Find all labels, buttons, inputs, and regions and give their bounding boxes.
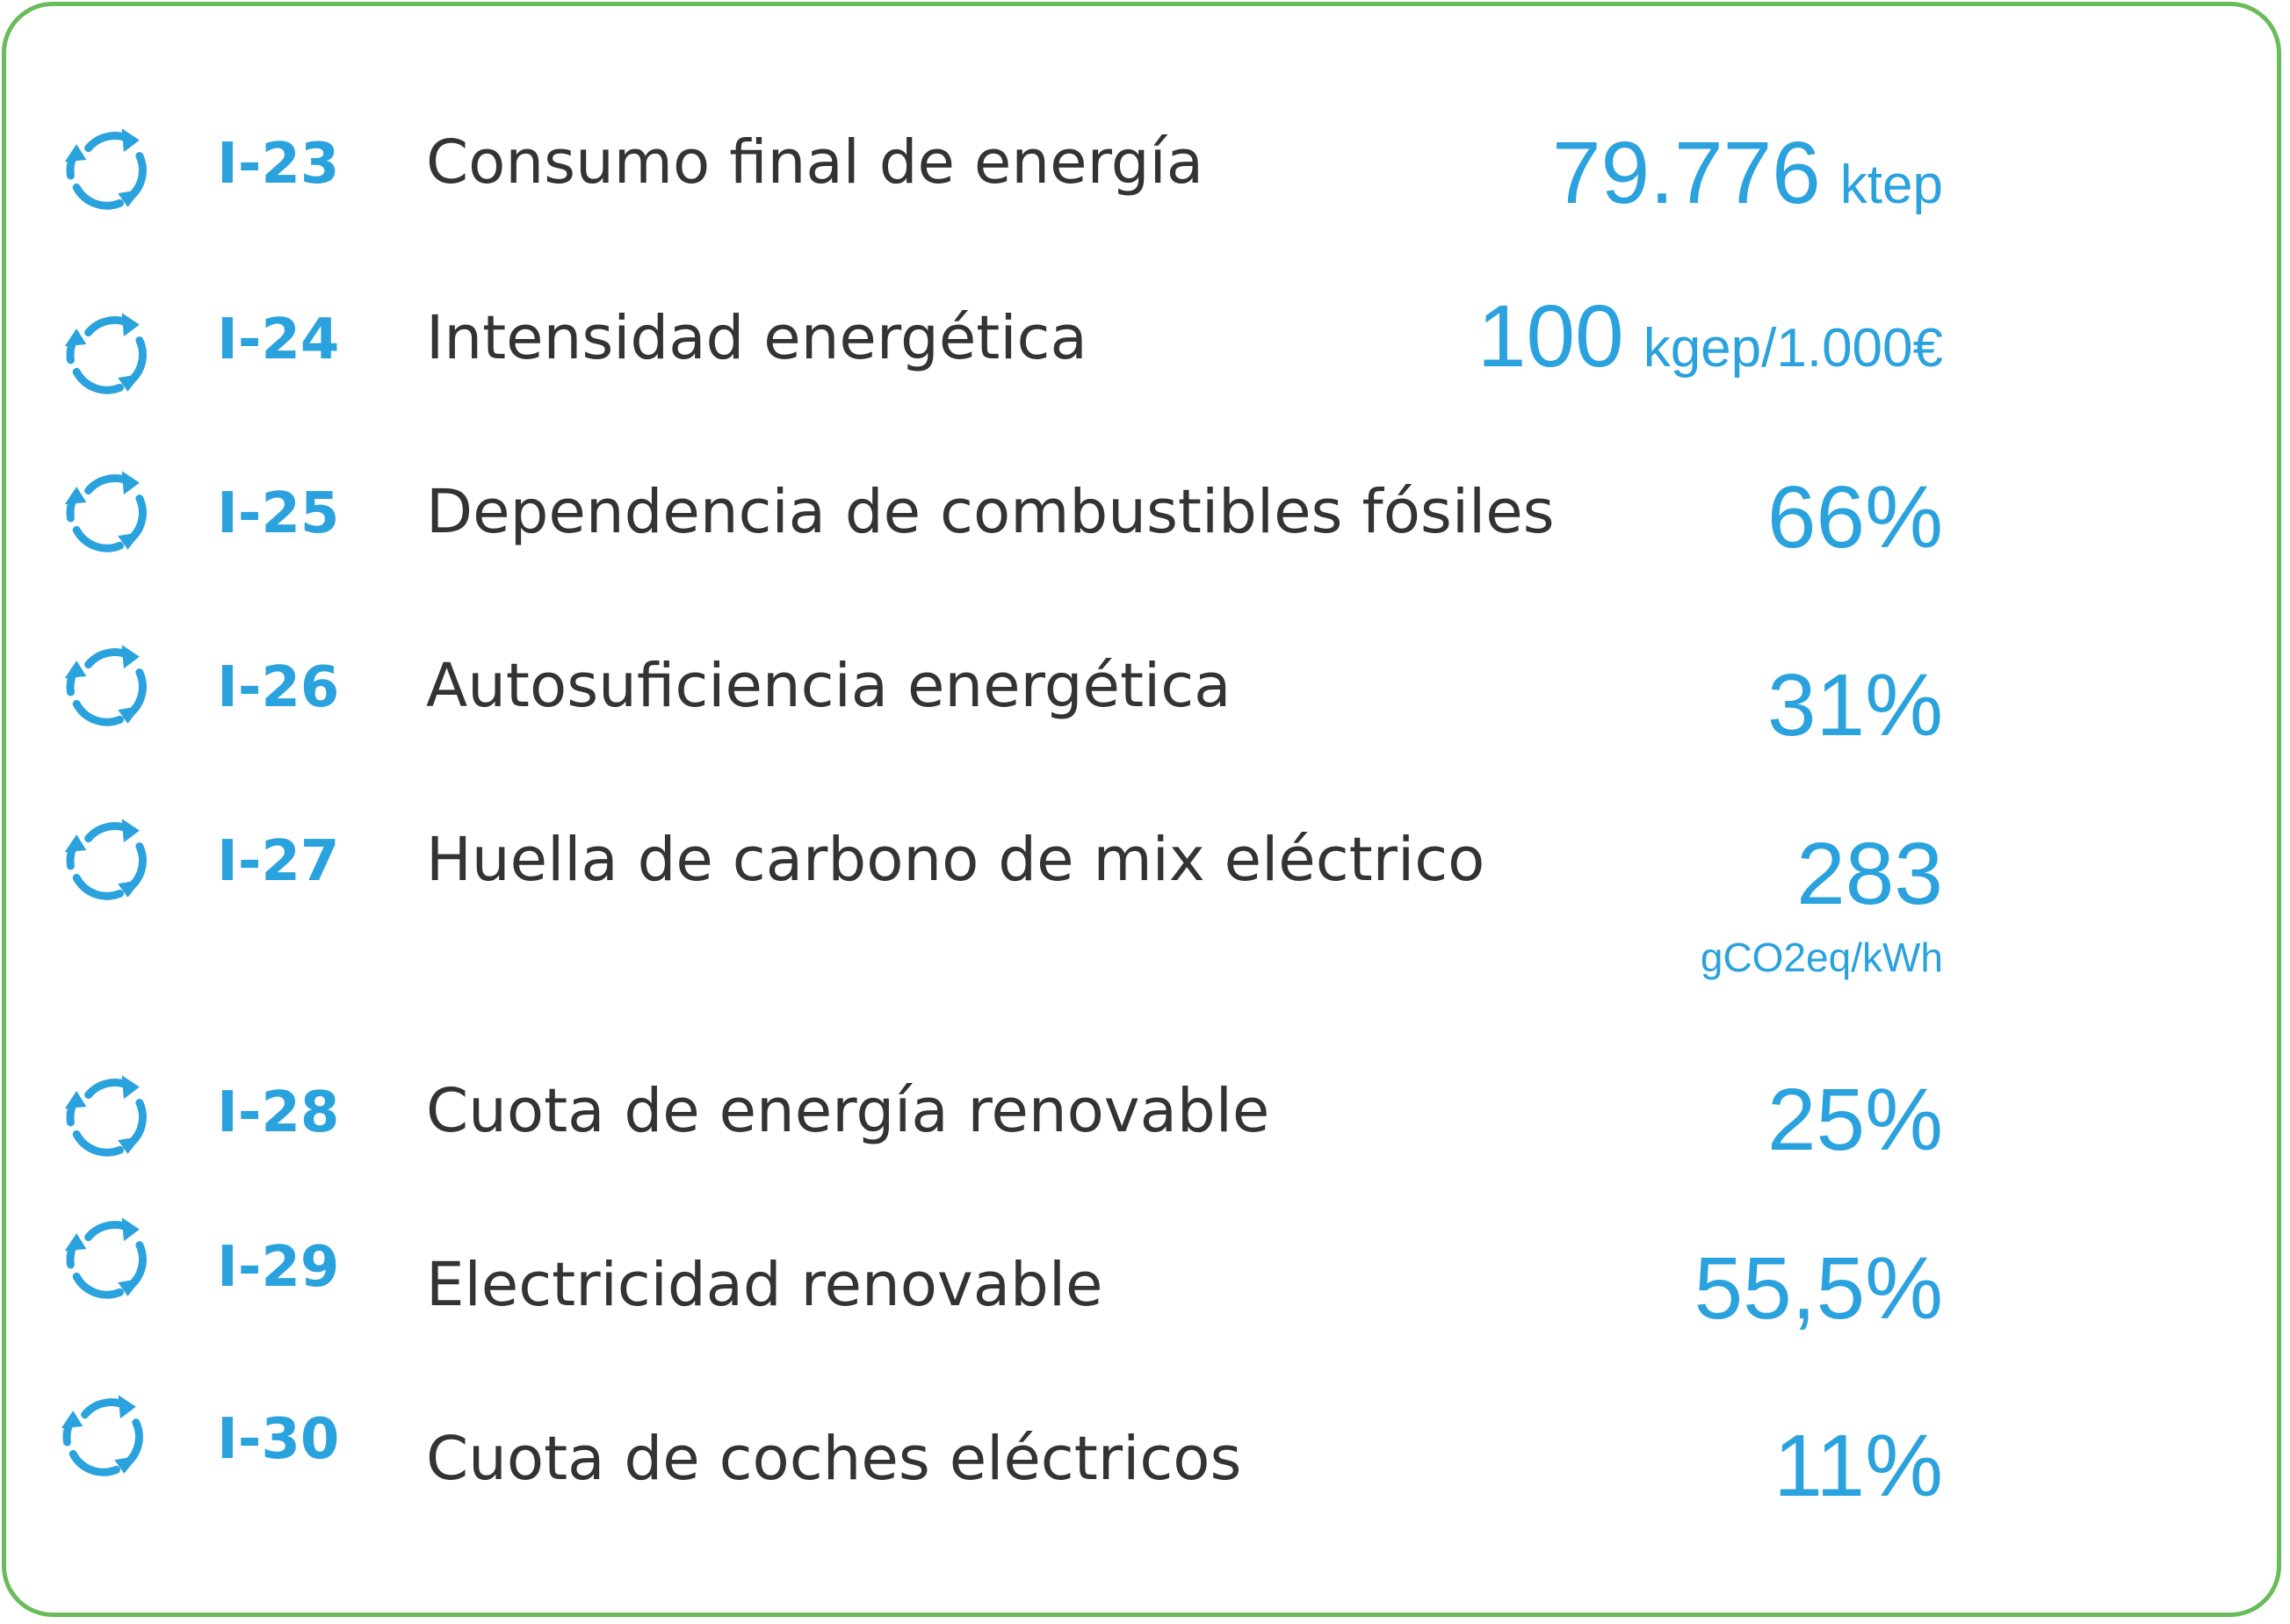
cycle-arrows-icon xyxy=(55,1385,154,1483)
indicator-label: Cuota de energía renovable xyxy=(426,1076,1270,1146)
value-number: 79.776 xyxy=(1551,124,1821,222)
indicator-code: I-25 xyxy=(217,481,340,546)
indicator-code: I-29 xyxy=(217,1235,340,1300)
indicator-value: 11% xyxy=(1773,1422,1943,1510)
cycle-arrows-icon xyxy=(59,635,157,733)
value-number: 66% xyxy=(1766,468,1943,567)
indicator-code: I-24 xyxy=(217,307,340,372)
value-number: 283 xyxy=(1796,825,1943,923)
indicator-label: Dependencia de combustibles fósiles xyxy=(426,477,1555,547)
indicator-code: I-30 xyxy=(217,1407,340,1472)
indicator-label: Intensidad energética xyxy=(426,303,1087,373)
indicator-value: 283 xyxy=(1796,830,1943,918)
indicator-label: Autosuficiencia energética xyxy=(426,651,1232,721)
value-unit: kgep/1.000€ xyxy=(1643,318,1943,379)
indicator-label: Electricidad renovable xyxy=(426,1250,1103,1320)
indicator-code: I-28 xyxy=(217,1080,340,1145)
cycle-arrows-icon xyxy=(59,1065,157,1164)
value-number: 100 xyxy=(1477,287,1624,386)
indicator-label: Consumo final de energía xyxy=(426,127,1203,198)
indicator-label: Cuota de coches eléctricos xyxy=(426,1424,1242,1494)
cycle-arrows-icon xyxy=(59,1208,157,1306)
value-number: 11% xyxy=(1773,1417,1943,1515)
indicator-code: I-23 xyxy=(217,132,340,197)
indicator-value: 25% xyxy=(1767,1076,1943,1164)
cycle-arrows-icon xyxy=(59,303,157,401)
value-unit: ktep xyxy=(1839,155,1943,215)
value-number: 55,5% xyxy=(1694,1239,1943,1338)
cycle-arrows-icon xyxy=(59,461,157,559)
indicator-label: Huella de carbono de mix eléctrico xyxy=(426,825,1485,895)
cycle-arrows-icon xyxy=(59,119,157,217)
indicator-value: 55,5% xyxy=(1694,1245,1943,1332)
indicator-code: I-26 xyxy=(217,655,340,720)
indicator-value: 79.776 ktep xyxy=(1552,129,1943,217)
value-unit: gCO2eq/kWh xyxy=(1700,935,1943,980)
value-number: 31% xyxy=(1766,656,1943,754)
indicator-value: 31% xyxy=(1767,661,1943,749)
cycle-arrows-icon xyxy=(59,809,157,907)
indicator-code: I-27 xyxy=(217,829,340,894)
value-number: 25% xyxy=(1766,1071,1943,1169)
indicator-value: 66% xyxy=(1767,473,1943,561)
indicator-value: 100 kgep/1.000€ xyxy=(1477,292,1943,380)
